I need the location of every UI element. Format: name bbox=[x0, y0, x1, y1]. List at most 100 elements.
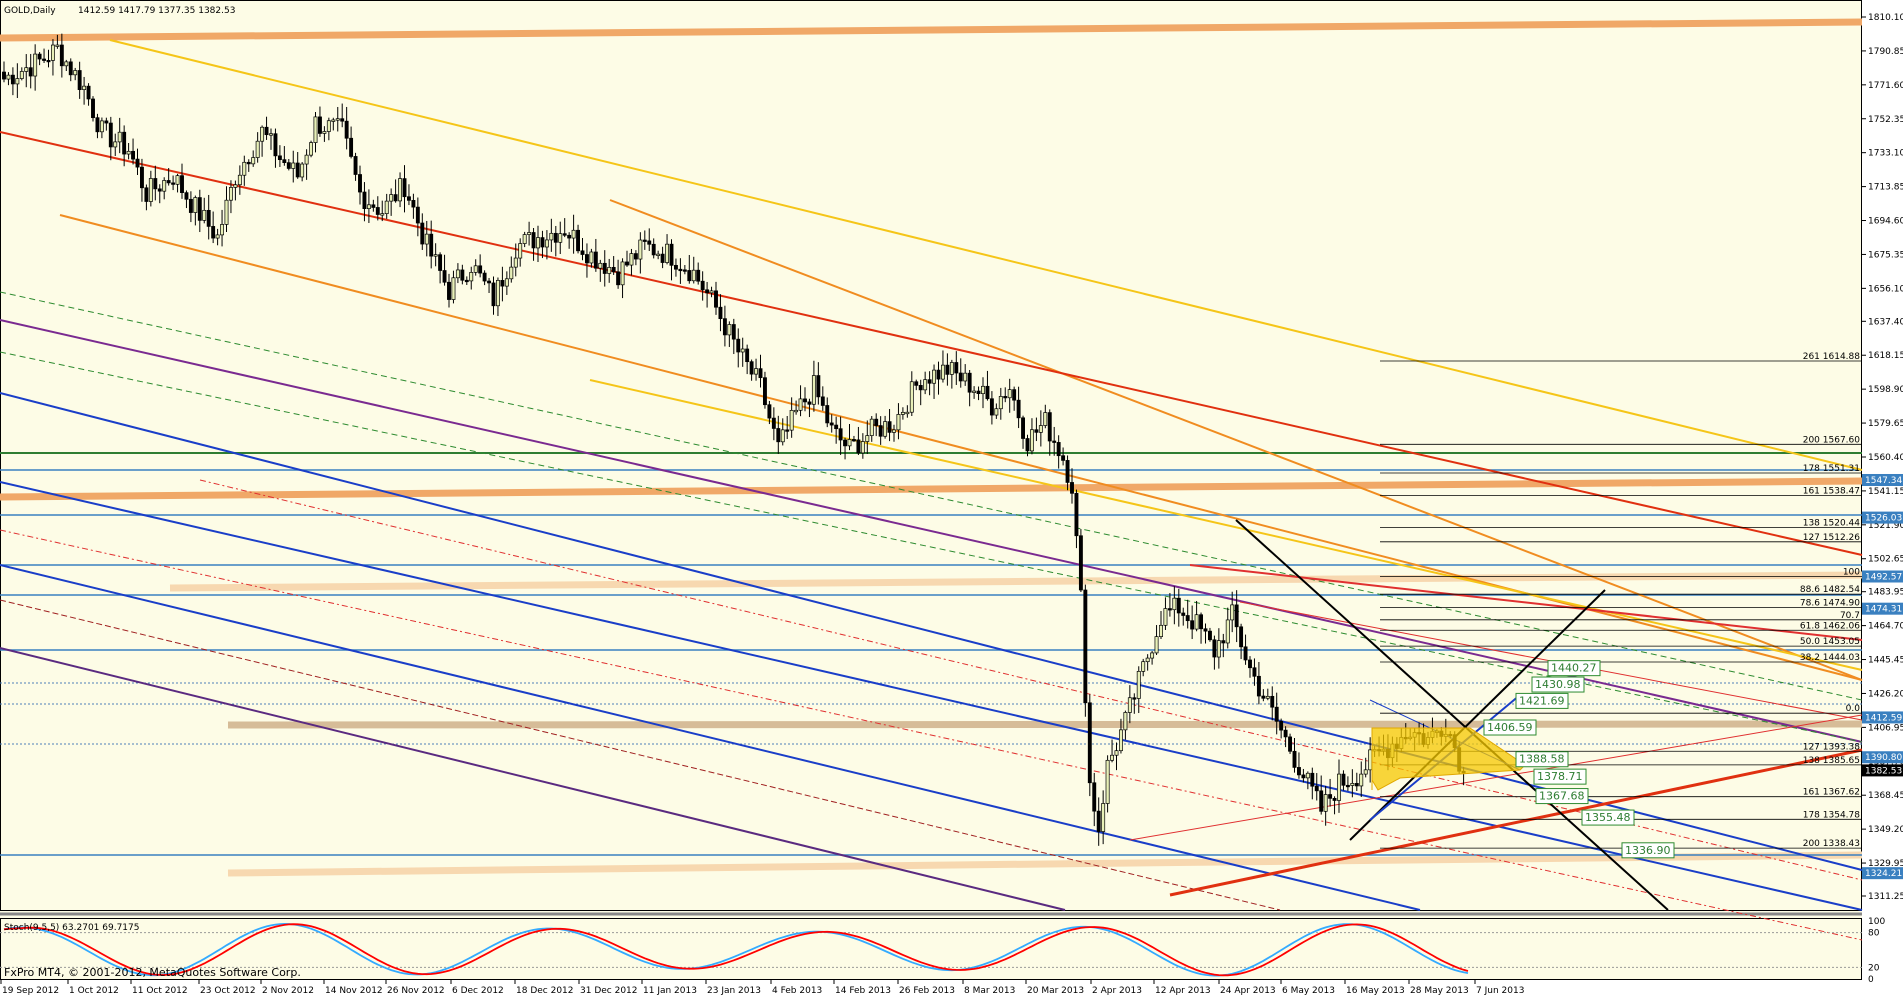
fib-level-label: 127 1393.38 bbox=[1803, 742, 1861, 752]
bullish-candle bbox=[789, 410, 794, 431]
bearish-candle bbox=[673, 264, 678, 270]
bearish-candle bbox=[856, 439, 861, 454]
bearish-candle bbox=[353, 156, 358, 175]
projection-box bbox=[1483, 719, 1537, 736]
projection-value: 1388.58 bbox=[1519, 753, 1565, 766]
x-tick-label: 1 Oct 2012 bbox=[69, 986, 119, 996]
bullish-candle bbox=[202, 209, 207, 221]
bearish-candle bbox=[584, 254, 589, 264]
bullish-candle bbox=[1141, 661, 1146, 672]
bearish-candle bbox=[771, 417, 776, 429]
bullish-candle bbox=[1172, 597, 1177, 611]
x-tick-label: 19 Sep 2012 bbox=[2, 986, 59, 996]
bullish-candle bbox=[847, 439, 852, 447]
bullish-candle bbox=[33, 53, 38, 77]
bullish-candle bbox=[896, 414, 901, 431]
bullish-candle bbox=[255, 140, 260, 158]
stoch-title: Stoch(9,5,5) 63.2701 69.7175 bbox=[4, 923, 139, 933]
fib-level-label: 127 1512.26 bbox=[1803, 533, 1861, 543]
bearish-candle bbox=[625, 261, 629, 266]
bullish-candle bbox=[1101, 803, 1106, 832]
bullish-candle bbox=[389, 194, 394, 202]
bullish-candle bbox=[55, 44, 60, 47]
projection-value: 1355.48 bbox=[1585, 811, 1631, 824]
y-tick-label: 1713.85 bbox=[1868, 183, 1903, 193]
projection-box bbox=[1581, 809, 1635, 826]
projection-box bbox=[1515, 751, 1569, 768]
bearish-candle bbox=[153, 178, 158, 190]
bullish-candle bbox=[335, 118, 340, 121]
bearish-candle bbox=[825, 405, 830, 424]
projection-box bbox=[1533, 768, 1587, 785]
bearish-candle bbox=[985, 385, 990, 400]
bearish-candle bbox=[678, 268, 683, 272]
fib-level-label: 61.8 1462.06 bbox=[1800, 621, 1860, 631]
price-axis-background bbox=[1862, 0, 1903, 996]
x-tick-label: 2 Nov 2012 bbox=[262, 986, 314, 996]
bullish-candle bbox=[126, 150, 131, 155]
bearish-candle bbox=[91, 98, 95, 119]
bearish-candle bbox=[633, 253, 638, 260]
bullish-candle bbox=[99, 120, 104, 133]
bearish-candle bbox=[651, 243, 656, 256]
x-tick-label: 8 Mar 2013 bbox=[964, 986, 1015, 996]
x-tick-label: 11 Jan 2013 bbox=[643, 986, 697, 996]
price-axis: 1810.10 1790.85 1771.60 1752.35 1733.10 1713.… bbox=[1862, 13, 1903, 902]
bearish-candle bbox=[958, 372, 963, 382]
bearish-candle bbox=[820, 396, 825, 406]
bearish-candle bbox=[188, 198, 193, 213]
bearish-candle bbox=[140, 166, 144, 189]
upper-orange-channel bbox=[609, 199, 1863, 681]
lower-yellow-channel bbox=[589, 379, 1863, 671]
fib-level-label: 161 1367.62 bbox=[1803, 788, 1860, 798]
bullish-candle bbox=[727, 324, 732, 336]
bearish-candle bbox=[878, 425, 883, 437]
bearish-candle bbox=[736, 338, 741, 353]
bearish-candle bbox=[1332, 797, 1337, 801]
bearish-candle bbox=[59, 44, 64, 67]
fib-level-label: 161 1538.47 bbox=[1803, 487, 1860, 497]
y-tick-label: 1790.85 bbox=[1868, 47, 1903, 57]
bullish-candle bbox=[963, 372, 968, 382]
x-tick-label: 14 Nov 2012 bbox=[325, 986, 383, 996]
bearish-candle bbox=[1012, 389, 1017, 401]
y-tick-label: 1426.20 bbox=[1868, 689, 1903, 699]
bullish-candle bbox=[309, 142, 314, 156]
bearish-candle bbox=[838, 428, 843, 441]
price-badge bbox=[1862, 570, 1903, 583]
x-tick-label: 11 Oct 2012 bbox=[132, 986, 188, 996]
bearish-candle bbox=[206, 209, 211, 227]
bullish-candle bbox=[433, 254, 438, 257]
x-tick-label: 6 Dec 2012 bbox=[452, 986, 504, 996]
fib-level-label: 50.0 1453.05 bbox=[1800, 637, 1860, 647]
bearish-candle bbox=[722, 318, 727, 336]
bearish-candle bbox=[593, 251, 598, 269]
bearish-candle bbox=[696, 269, 701, 282]
bearish-candle bbox=[700, 280, 705, 291]
bullish-candle bbox=[1337, 773, 1341, 801]
bullish-candle bbox=[558, 233, 563, 243]
bearish-candle bbox=[1061, 455, 1066, 461]
time-axis-background bbox=[0, 980, 1903, 996]
bearish-candle bbox=[829, 422, 834, 426]
x-tick-label: 31 Dec 2012 bbox=[580, 986, 638, 996]
y-tick-label: 1464.70 bbox=[1868, 622, 1903, 632]
bullish-candle bbox=[455, 269, 460, 279]
bearish-candle bbox=[1301, 774, 1306, 779]
bearish-candle bbox=[166, 180, 171, 184]
bullish-candle bbox=[656, 253, 661, 256]
bullish-candle bbox=[73, 70, 78, 76]
bearish-candle bbox=[478, 265, 483, 274]
bullish-candle bbox=[1216, 640, 1221, 658]
band-1320 bbox=[227, 851, 1863, 877]
fibonacci-levels: 261 1614.88 200 1567.60 178 1551.31 161 153… bbox=[1380, 352, 1862, 849]
bearish-candle bbox=[687, 270, 692, 282]
bearish-candle bbox=[362, 191, 367, 209]
bearish-candle bbox=[1078, 535, 1083, 591]
symbol-title: GOLD,Daily bbox=[4, 6, 56, 16]
bearish-candle bbox=[967, 372, 972, 393]
bullish-candle bbox=[224, 199, 229, 225]
bullish-candle bbox=[1225, 619, 1230, 644]
